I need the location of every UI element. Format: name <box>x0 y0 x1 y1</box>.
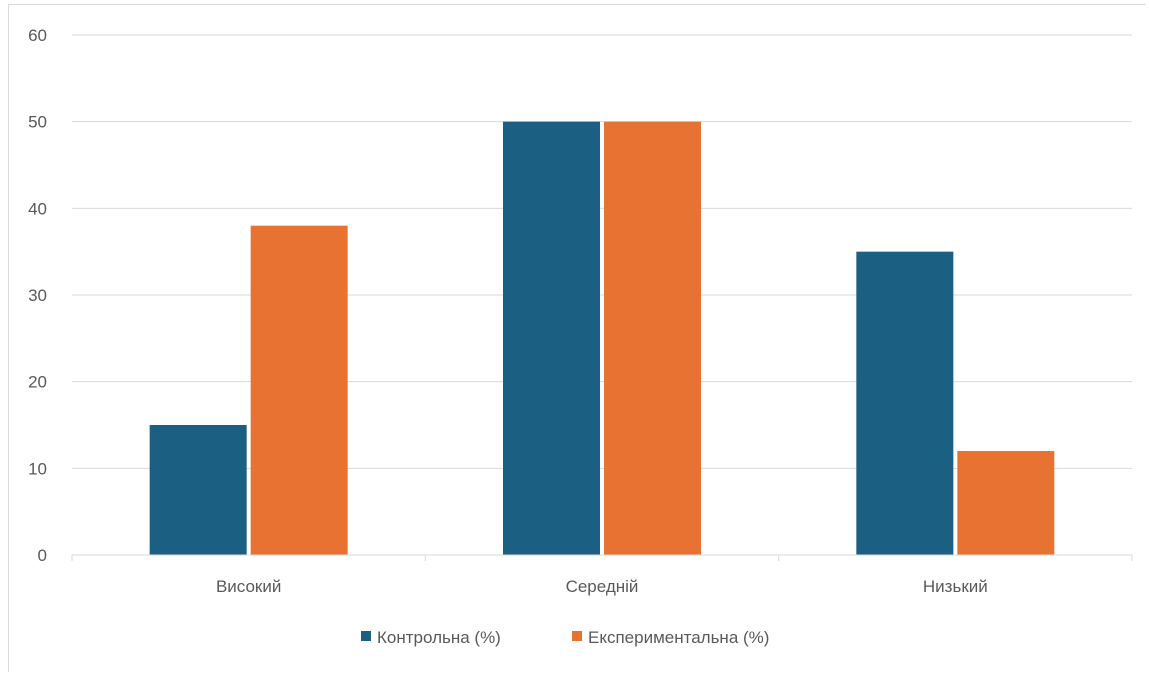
y-axis-tick-labels: 0 10 20 30 40 50 60 <box>28 26 47 565</box>
legend-swatch-1 <box>572 631 582 641</box>
bars <box>149 121 1055 556</box>
legend-swatch-0 <box>361 631 371 641</box>
x-tick-label: Високий <box>216 577 281 596</box>
legend-label-1: Експериментальна (%) <box>588 628 769 647</box>
bar-experimental-1 <box>604 121 701 556</box>
chart-frame <box>8 4 1146 672</box>
x-tick-label: Середній <box>566 577 639 596</box>
y-tick-label: 60 <box>28 26 47 45</box>
bar-experimental-2 <box>957 451 1055 555</box>
legend-label-0: Контрольна (%) <box>377 628 501 647</box>
y-tick-label: 20 <box>28 373 47 392</box>
legend: Контрольна (%) Експериментальна (%) <box>361 628 769 647</box>
gridlines <box>72 34 1132 469</box>
bar-control-2 <box>856 251 954 555</box>
y-tick-label: 50 <box>28 113 47 132</box>
bar-experimental-0 <box>250 225 348 555</box>
y-tick-label: 0 <box>38 546 47 565</box>
y-tick-label: 10 <box>28 459 47 478</box>
x-axis <box>71 554 1133 561</box>
bar-control-0 <box>149 425 247 555</box>
y-tick-label: 40 <box>28 199 47 218</box>
y-tick-label: 30 <box>28 286 47 305</box>
bar-control-1 <box>503 121 600 556</box>
x-tick-label: Низький <box>923 577 988 596</box>
x-axis-tick-labels: Високий Середній Низький <box>216 577 988 596</box>
